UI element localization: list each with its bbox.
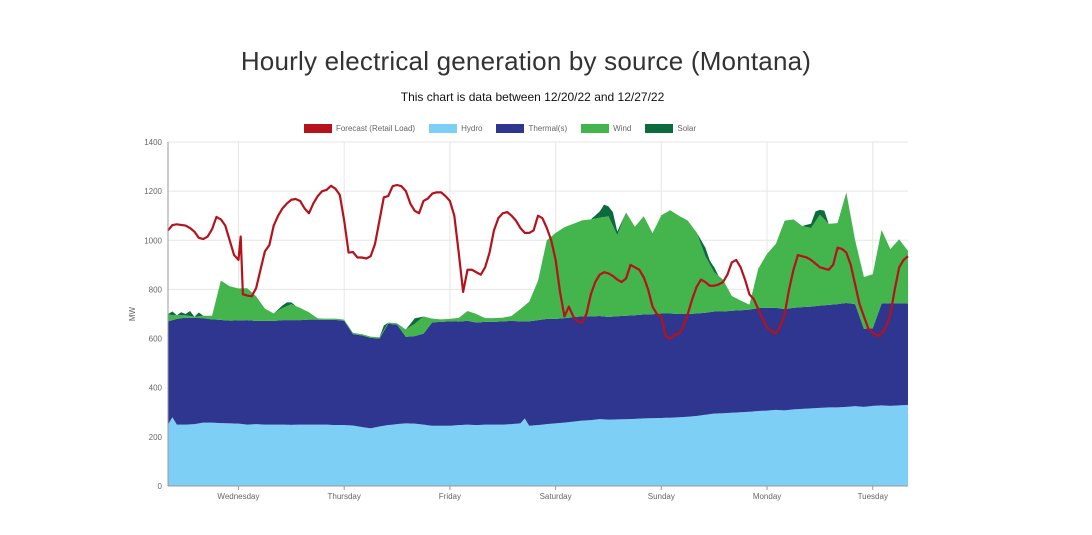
area-series-thermal-s[interactable] (168, 302, 908, 429)
chart-legend: Forecast (Retail Load) Hydro Thermal(s) … (0, 124, 1000, 133)
area-series-wind[interactable] (168, 192, 908, 339)
legend-label-thermal: Thermal(s) (528, 124, 568, 133)
x-tick-label: Friday (439, 492, 461, 501)
legend-item-solar[interactable]: Solar (645, 124, 696, 133)
x-tick-label: Wednesday (217, 492, 259, 501)
y-axis-label: MW (128, 306, 137, 321)
x-tick-label: Saturday (540, 492, 572, 501)
chart-title: Hourly electrical generation by source (… (240, 46, 812, 76)
legend-swatch-hydro (429, 124, 458, 133)
chart-areas (168, 192, 908, 486)
legend-item-thermal[interactable]: Thermal(s) (496, 124, 567, 133)
y-tick-label: 1400 (144, 138, 162, 147)
legend-label-hydro: Hydro (461, 124, 483, 133)
legend-swatch-forecast (303, 124, 332, 133)
legend-item-hydro[interactable]: Hydro (429, 124, 482, 133)
y-tick-label: 0 (158, 482, 163, 491)
x-tick-label: Monday (753, 492, 781, 501)
x-tick-label: Sunday (648, 492, 675, 501)
chart-subtitle: This chart is data between 12/20/22 and … (400, 90, 665, 104)
legend-item-wind[interactable]: Wind (581, 124, 631, 133)
x-tick-label: Tuesday (858, 492, 888, 501)
legend-item-forecast[interactable]: Forecast (Retail Load) (303, 124, 416, 133)
y-tick-label: 800 (149, 285, 163, 294)
legend-swatch-wind (581, 124, 610, 133)
y-tick-label: 1200 (144, 187, 162, 196)
chart-lines (167, 183, 909, 340)
legend-label-forecast: Forecast (Retail Load) (335, 124, 416, 133)
y-tick-label: 200 (149, 433, 163, 442)
chart-axes: 0 200 400 600 800 1000 1200 1400 Wednesday Thursd… (144, 138, 908, 501)
area-series-hydro[interactable] (168, 404, 908, 486)
legend-label-solar: Solar (677, 124, 697, 133)
x-tick-label: Thursday (328, 492, 361, 501)
legend-label-wind: Wind (613, 124, 632, 133)
legend-swatch-solar (645, 124, 674, 133)
line-series-forecast[interactable] (167, 183, 909, 340)
y-tick-label: 400 (149, 384, 163, 393)
y-tick-label: 1000 (144, 236, 162, 245)
y-tick-label: 600 (149, 335, 163, 344)
legend-swatch-thermal (496, 124, 525, 133)
